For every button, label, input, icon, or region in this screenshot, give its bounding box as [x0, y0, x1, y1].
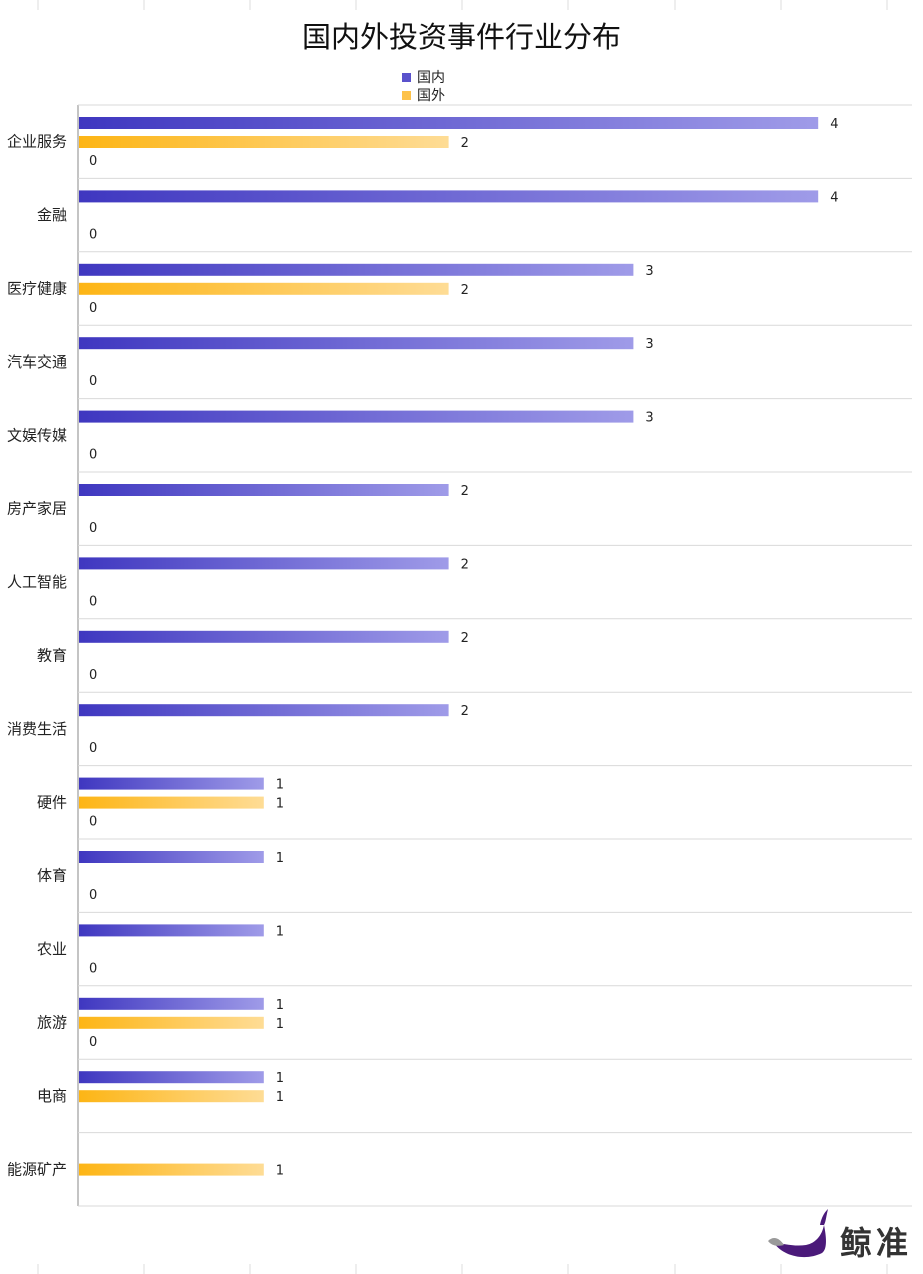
bar-domestic	[79, 263, 634, 276]
data-label: 2	[461, 704, 469, 719]
data-label: 0	[89, 594, 97, 609]
bar-foreign	[79, 796, 264, 809]
category-label: 金融	[37, 206, 67, 224]
data-label: 0	[89, 154, 97, 169]
bar-domestic	[79, 557, 449, 570]
bar-domestic	[79, 484, 449, 496]
bar-foreign	[79, 1090, 264, 1103]
data-label: 1	[276, 1164, 284, 1179]
data-label: 1	[276, 797, 284, 812]
category-label: 消费生活	[7, 720, 67, 738]
bar-foreign	[79, 282, 449, 295]
data-label: 2	[461, 283, 469, 298]
data-label: 2	[461, 484, 469, 499]
category-label: 房产家居	[7, 500, 67, 518]
category-label: 农业	[37, 940, 67, 958]
bar-domestic	[79, 997, 264, 1010]
data-label: 4	[830, 117, 838, 132]
data-label: 0	[89, 521, 97, 536]
bar-domestic	[79, 851, 264, 863]
category-label: 体育	[37, 867, 67, 885]
bar-domestic	[79, 924, 264, 937]
bar-domestic	[79, 704, 449, 717]
legend-item-domestic[interactable]: 国内	[402, 68, 445, 86]
bar-foreign	[79, 1016, 264, 1029]
bar-domestic	[79, 630, 449, 643]
legend-label-domestic: 国内	[417, 70, 445, 86]
legend-swatch-domestic	[402, 72, 411, 82]
data-label: 3	[645, 264, 653, 279]
data-label: 2	[461, 557, 469, 572]
data-label: 1	[276, 778, 284, 793]
category-label: 教育	[37, 647, 67, 665]
data-label: 0	[89, 374, 97, 389]
watermark-text: 鲸准	[840, 1224, 913, 1262]
data-label: 1	[276, 1090, 284, 1105]
chart-title: 国内外投资事件行业分布	[301, 20, 621, 54]
data-label: 0	[89, 448, 97, 463]
category-label: 企业服务	[7, 133, 67, 151]
data-label: 0	[89, 301, 97, 316]
data-label: 0	[89, 888, 97, 903]
data-label: 0	[89, 227, 97, 242]
data-label: 2	[461, 631, 469, 646]
data-label: 1	[276, 1071, 284, 1086]
bar-foreign	[79, 136, 449, 148]
bar-foreign	[79, 1163, 264, 1176]
watermark-logo	[766, 1205, 916, 1265]
bar-domestic	[79, 117, 819, 129]
bar-domestic	[79, 337, 634, 350]
bar-domestic	[79, 777, 264, 790]
data-label: 0	[89, 961, 97, 976]
data-label: 0	[89, 1035, 97, 1050]
bar-domestic	[79, 190, 819, 203]
data-label: 3	[645, 411, 653, 426]
data-label: 0	[89, 668, 97, 683]
data-label: 1	[276, 851, 284, 866]
whale-icon	[768, 1209, 828, 1258]
bar-domestic	[79, 410, 634, 423]
data-label: 2	[461, 136, 469, 151]
category-label: 旅游	[37, 1014, 67, 1032]
category-label: 人工智能	[7, 573, 67, 591]
data-label: 0	[89, 815, 97, 830]
data-label: 0	[89, 741, 97, 756]
category-label: 医疗健康	[7, 280, 67, 298]
bar-domestic	[79, 1071, 264, 1084]
category-label: 电商	[37, 1087, 67, 1105]
data-label: 1	[276, 998, 284, 1013]
data-label: 1	[276, 924, 284, 939]
labels-layer: 企业服务 4 2 0 金融 4 0 医疗健康 3 2 0 汽车交通 3 0 文娱传媒 3 0 房产家居 2 0 人工智能…	[7, 117, 838, 1179]
grid-layer	[37, 0, 912, 1274]
data-label: 4	[830, 190, 838, 205]
category-label: 能源矿产	[7, 1160, 67, 1178]
data-label: 1	[276, 1017, 284, 1032]
bars-layer	[79, 117, 819, 1176]
legend-item-foreign[interactable]: 国外	[402, 86, 445, 104]
category-label: 汽车交通	[7, 353, 67, 371]
legend-swatch-foreign	[402, 90, 411, 100]
legend-label-foreign: 国外	[417, 88, 445, 104]
data-label: 3	[645, 337, 653, 352]
category-label: 文娱传媒	[7, 426, 67, 444]
category-label: 硬件	[37, 793, 67, 811]
legend: 国内 国外	[402, 68, 445, 104]
